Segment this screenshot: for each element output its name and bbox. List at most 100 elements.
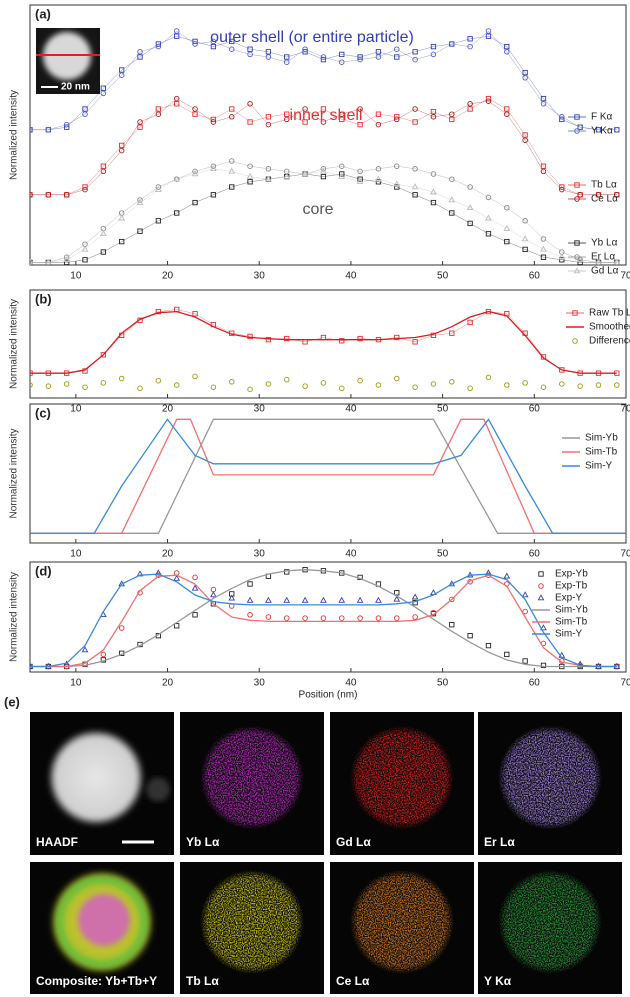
x-tick-label: 60 (529, 404, 541, 415)
marker (265, 166, 272, 172)
marker (412, 166, 418, 172)
marker (118, 214, 126, 221)
particle (48, 729, 144, 826)
marker (265, 49, 272, 55)
marker (246, 596, 254, 603)
marker (412, 384, 418, 390)
legend-marker (574, 128, 580, 134)
marker (283, 172, 291, 179)
marker (210, 384, 217, 390)
legend-label: Tb Lα (591, 180, 617, 191)
legend-marker (574, 254, 580, 260)
marker (64, 259, 70, 265)
x-tick-label: 40 (345, 271, 357, 282)
legend-label: Yb Lα (591, 238, 618, 249)
marker (118, 72, 125, 78)
x-axis-label: Position (nm) (299, 690, 358, 701)
legend-label: Sim-Tb (555, 617, 588, 628)
marker (595, 192, 602, 198)
marker (522, 246, 528, 253)
marker (448, 196, 456, 203)
marker (449, 596, 455, 603)
legend-label: Sim-Y (585, 461, 613, 472)
marker (521, 591, 529, 598)
marker (394, 590, 400, 596)
marker (155, 111, 162, 117)
marker (522, 132, 528, 138)
x-tick-label: 70 (620, 549, 630, 560)
marker (577, 124, 583, 130)
marker (63, 254, 70, 260)
marker (412, 339, 418, 345)
marker (302, 49, 308, 55)
marker (154, 569, 162, 576)
marker (449, 210, 455, 216)
marker (192, 41, 198, 47)
marker (430, 114, 437, 120)
marker (357, 106, 363, 112)
marker (173, 175, 181, 182)
marker (320, 167, 327, 174)
annotation: core (302, 201, 333, 218)
inset-scale-label: 20 nm (61, 82, 90, 93)
marker (192, 199, 198, 206)
marker (210, 116, 217, 123)
legend-label: Ce Lα (591, 194, 618, 205)
series-line (30, 98, 617, 196)
marker (247, 386, 253, 393)
marker (559, 114, 565, 120)
legend-marker (537, 594, 545, 601)
marker (412, 119, 418, 125)
marker (100, 651, 107, 658)
marker (393, 595, 401, 602)
x-tick-label: 40 (345, 549, 357, 560)
marker (375, 382, 382, 388)
marker (540, 101, 547, 107)
legend-label: F Kα (591, 112, 613, 123)
marker (559, 116, 565, 123)
series-line (30, 569, 617, 668)
marker (613, 258, 621, 265)
marker (412, 49, 418, 55)
marker (265, 54, 272, 60)
marker (82, 106, 88, 112)
legend-label: Exp-Tb (555, 581, 588, 592)
marker (485, 33, 492, 39)
marker (154, 185, 162, 192)
marker (137, 385, 143, 392)
marker (191, 170, 199, 177)
marker (63, 256, 71, 263)
marker (339, 51, 345, 58)
legend-label: Gd Lα (591, 266, 619, 277)
marker (430, 199, 437, 206)
marker (521, 235, 529, 242)
map-label: Ce Lα (336, 974, 370, 988)
marker (30, 382, 33, 388)
marker (82, 184, 88, 190)
map-label: Er Lα (484, 835, 515, 849)
marker (559, 184, 565, 190)
panel-label: (e) (4, 694, 20, 709)
marker (81, 646, 89, 653)
marker (191, 584, 199, 591)
marker (155, 43, 162, 50)
marker (155, 218, 162, 224)
x-tick-label: 60 (529, 678, 541, 689)
marker (449, 116, 455, 123)
marker (467, 101, 473, 107)
x-tick-label: 20 (162, 404, 174, 415)
marker (210, 163, 217, 169)
marker (247, 179, 253, 185)
marker (192, 574, 198, 581)
marker (320, 106, 327, 112)
marker (412, 192, 418, 198)
marker (247, 101, 253, 107)
marker (449, 330, 455, 336)
marker (137, 228, 143, 234)
marker (137, 119, 143, 125)
marker (210, 38, 217, 45)
composite-ring (56, 876, 148, 968)
marker (192, 612, 198, 618)
marker (265, 175, 272, 182)
particle-map (200, 725, 304, 830)
